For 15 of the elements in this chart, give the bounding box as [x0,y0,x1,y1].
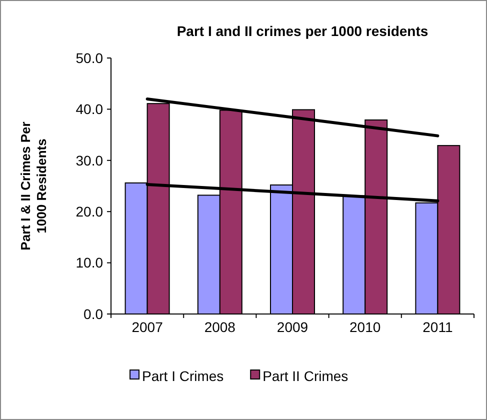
y-tick-label: 10.0 [76,254,104,271]
y-axis-title: Part I & II Crimes Per 1000 Residents [18,122,49,250]
legend-label: Part I Crimes [142,368,224,384]
x-tick-label: 2011 [422,319,453,335]
legend-label: Part II Crimes [262,368,348,384]
x-tick-label: 2007 [132,319,164,335]
y-tick-label: 30.0 [76,152,104,168]
x-tick-label: 2010 [350,319,381,335]
y-tick-label: 0.0 [84,306,104,322]
x-tick-label: 2008 [204,319,236,335]
chart-title: Part I and II crimes per 1000 residents [176,23,428,39]
y-tick-label: 50.0 [76,50,104,66]
y-tick-label: 20.0 [76,204,104,220]
x-tick-label: 2009 [276,319,308,335]
y-tick-label: 40.0 [76,101,104,118]
